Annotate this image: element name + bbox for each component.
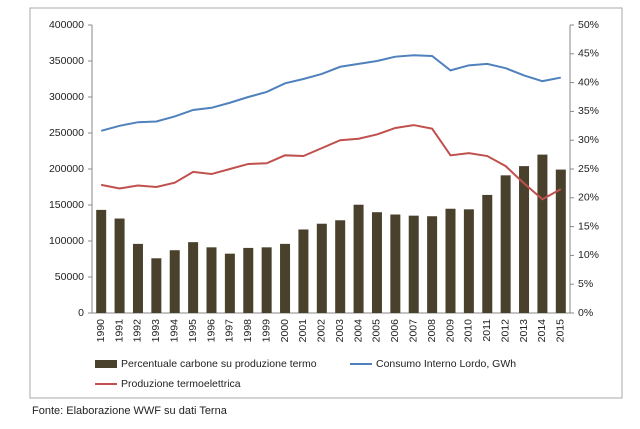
bar — [390, 214, 401, 313]
x-tick-label: 2012 — [499, 319, 511, 343]
y2-tick-label: 20% — [578, 192, 599, 204]
x-tick-label: 2007 — [408, 319, 420, 343]
y-tick-label: 0 — [78, 307, 84, 319]
bar — [151, 258, 162, 313]
x-tick-label: 2011 — [481, 319, 493, 342]
line — [100, 124, 562, 201]
bar — [500, 175, 511, 313]
x-tick-label: 1991 — [113, 319, 125, 343]
x-tick-label: 1999 — [260, 319, 272, 343]
bar — [519, 166, 530, 313]
x-tick-label: 2003 — [334, 319, 346, 343]
bar — [482, 194, 493, 313]
y-tick-label: 350000 — [49, 55, 84, 67]
x-tick-label: 2006 — [389, 319, 401, 343]
x-tick-label: 1998 — [242, 319, 254, 343]
x-tick-label: 2014 — [536, 319, 548, 343]
y2-tick-label: 25% — [578, 163, 599, 175]
y-tick-label: 300000 — [49, 91, 84, 103]
legend-swatch — [95, 360, 117, 368]
y2-tick-label: 30% — [578, 134, 599, 146]
y2-tick-label: 10% — [578, 249, 599, 261]
bar — [243, 247, 254, 313]
line — [100, 54, 562, 132]
bar — [371, 212, 382, 313]
bar — [298, 229, 309, 313]
bar — [96, 209, 107, 313]
x-tick-label: 1994 — [169, 319, 181, 343]
chart-frame — [29, 7, 623, 399]
bar — [261, 247, 272, 313]
bar — [335, 220, 346, 313]
bar — [537, 154, 548, 313]
y2-tick-label: 35% — [578, 105, 599, 117]
bar — [555, 169, 566, 313]
y-tick-label: 100000 — [49, 235, 84, 247]
x-tick-label: 2013 — [518, 319, 530, 343]
legend-label: Percentuale carbone su produzione termo — [121, 358, 317, 370]
x-tick-label: 2002 — [316, 319, 328, 343]
x-tick-label: 1995 — [187, 319, 199, 343]
x-tick-label: 1997 — [224, 319, 236, 343]
bar — [114, 218, 125, 313]
bar — [316, 223, 327, 313]
legend-label: Produzione termoelettrica — [121, 378, 241, 390]
bar — [445, 208, 456, 313]
y2-tick-label: 50% — [578, 19, 599, 31]
x-tick-label: 2010 — [463, 319, 475, 343]
x-tick-label: 2000 — [279, 319, 291, 343]
x-tick-label: 1990 — [95, 319, 107, 343]
bar — [206, 247, 217, 313]
x-tick-label: 2004 — [352, 319, 364, 343]
y-tick-label: 150000 — [49, 199, 84, 211]
y2-tick-label: 5% — [578, 278, 593, 290]
x-tick-label: 2001 — [297, 319, 309, 343]
y2-tick-label: 0% — [578, 307, 593, 319]
bar — [188, 242, 199, 313]
x-tick-label: 1996 — [205, 319, 217, 343]
y2-tick-label: 40% — [578, 76, 599, 88]
y2-tick-label: 45% — [578, 48, 599, 60]
bar — [463, 209, 474, 313]
y2-tick-label: 15% — [578, 220, 599, 232]
bar — [427, 216, 438, 313]
y-tick-label: 200000 — [49, 163, 84, 175]
x-tick-label: 2008 — [426, 319, 438, 343]
bar — [353, 204, 364, 313]
bar — [280, 243, 291, 313]
x-tick-label: 1992 — [132, 319, 144, 343]
bar — [169, 250, 180, 313]
bar — [408, 215, 419, 313]
y-tick-label: 250000 — [49, 127, 84, 139]
y-tick-label: 400000 — [49, 19, 84, 31]
x-tick-label: 2005 — [371, 319, 383, 343]
bar — [132, 243, 143, 313]
source-note: Fonte: Elaborazione WWF su dati Terna — [32, 405, 228, 417]
bar — [224, 253, 235, 313]
legend-label: Consumo Interno Lordo, GWh — [376, 358, 516, 370]
x-tick-label: 2009 — [444, 319, 456, 343]
x-tick-label: 1993 — [150, 319, 162, 343]
y-tick-label: 50000 — [55, 271, 84, 283]
x-tick-label: 2015 — [555, 319, 567, 343]
